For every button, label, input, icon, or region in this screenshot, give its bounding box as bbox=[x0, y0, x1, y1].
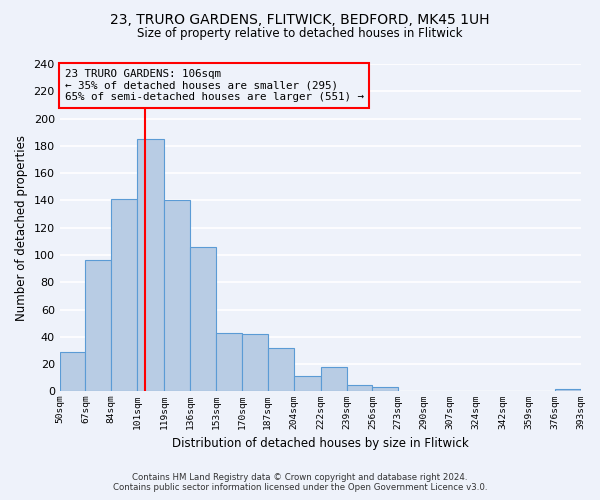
Bar bbox=[190, 247, 216, 392]
Bar bbox=[268, 348, 293, 392]
Text: 23 TRURO GARDENS: 106sqm
← 35% of detached houses are smaller (295)
65% of semi-: 23 TRURO GARDENS: 106sqm ← 35% of detach… bbox=[65, 69, 364, 102]
Bar bbox=[321, 367, 347, 392]
Bar bbox=[216, 332, 242, 392]
Text: Size of property relative to detached houses in Flitwick: Size of property relative to detached ho… bbox=[137, 28, 463, 40]
X-axis label: Distribution of detached houses by size in Flitwick: Distribution of detached houses by size … bbox=[172, 437, 469, 450]
Bar bbox=[164, 200, 190, 392]
Bar bbox=[373, 388, 398, 392]
Text: Contains HM Land Registry data © Crown copyright and database right 2024.
Contai: Contains HM Land Registry data © Crown c… bbox=[113, 473, 487, 492]
Y-axis label: Number of detached properties: Number of detached properties bbox=[15, 134, 28, 320]
Text: 23, TRURO GARDENS, FLITWICK, BEDFORD, MK45 1UH: 23, TRURO GARDENS, FLITWICK, BEDFORD, MK… bbox=[110, 12, 490, 26]
Bar bbox=[137, 139, 164, 392]
Bar bbox=[554, 388, 581, 392]
Bar bbox=[85, 260, 111, 392]
Bar bbox=[347, 384, 373, 392]
Bar bbox=[242, 334, 268, 392]
Bar bbox=[293, 376, 321, 392]
Bar bbox=[111, 199, 137, 392]
Bar bbox=[59, 352, 85, 392]
